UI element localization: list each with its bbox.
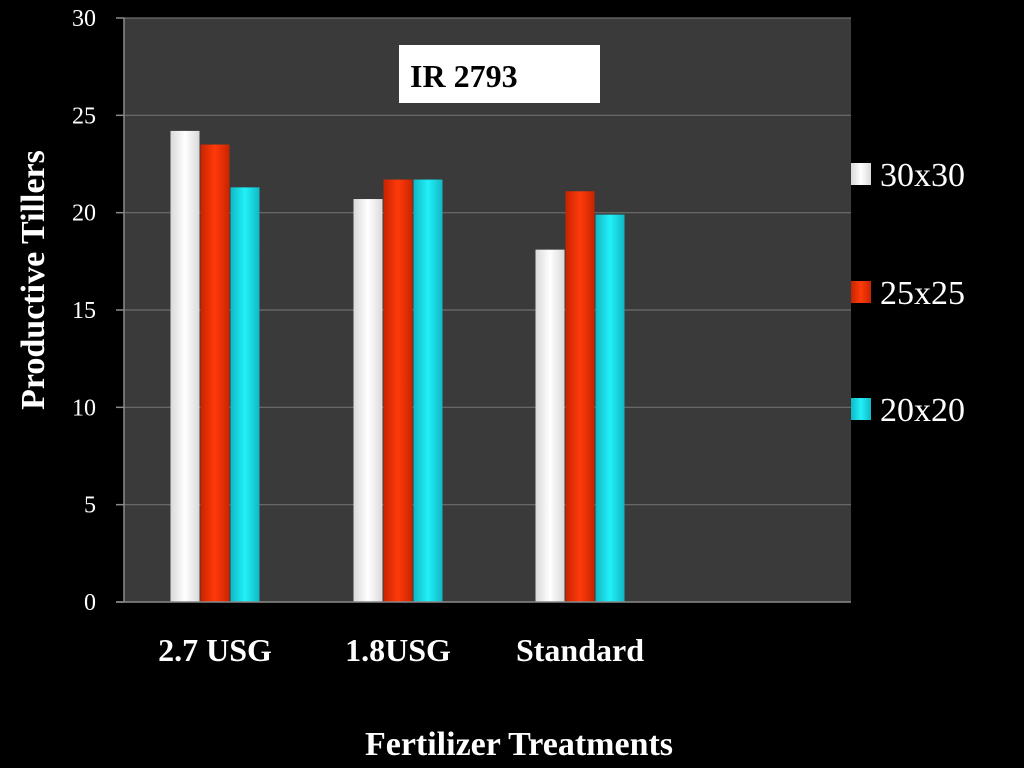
bar-25x25-Standard <box>565 191 595 602</box>
bar-20x20-2.7-USG <box>230 187 260 603</box>
x-category-label: 2.7 USG <box>158 632 272 668</box>
y-tick-label: 25 <box>72 103 96 129</box>
y-tick-label: 30 <box>72 6 96 32</box>
y-tick-label: 20 <box>72 201 96 227</box>
bar-30x30-Standard <box>535 249 565 603</box>
legend-label: 30x30 <box>880 157 965 194</box>
y-tick-label: 15 <box>72 298 96 324</box>
bar-25x25-2.7-USG <box>200 144 230 603</box>
y-axis-title: Productive Tillers <box>15 150 52 410</box>
chart-title: IR 2793 <box>410 58 518 94</box>
y-tick-label: 10 <box>72 395 96 421</box>
legend: 30x30 25x25 20x20 <box>851 157 965 429</box>
y-tick-label: 5 <box>84 493 96 519</box>
bar-25x25-1.8USG <box>383 179 413 602</box>
bar-30x30-1.8USG <box>353 199 383 603</box>
chart-title-box <box>399 45 600 103</box>
legend-label: 25x25 <box>880 275 965 312</box>
x-axis-title: Fertilizer Treatments <box>365 726 673 763</box>
x-category-label: 1.8USG <box>345 632 451 668</box>
bar-30x30-2.7-USG <box>170 130 200 602</box>
bar-20x20-Standard <box>595 214 625 602</box>
legend-swatch <box>851 163 871 185</box>
legend-swatch <box>851 398 871 420</box>
x-category-label: Standard <box>516 632 644 668</box>
y-tick-label: 0 <box>84 590 96 616</box>
legend-swatch <box>851 281 871 303</box>
legend-label: 20x20 <box>880 392 965 429</box>
y-tick-labels: 0 5 10 15 20 25 30 <box>72 6 124 616</box>
bar-20x20-1.8USG <box>413 179 443 602</box>
bars <box>170 130 625 603</box>
x-category-labels: 2.7 USG 1.8USG Standard <box>158 632 644 668</box>
